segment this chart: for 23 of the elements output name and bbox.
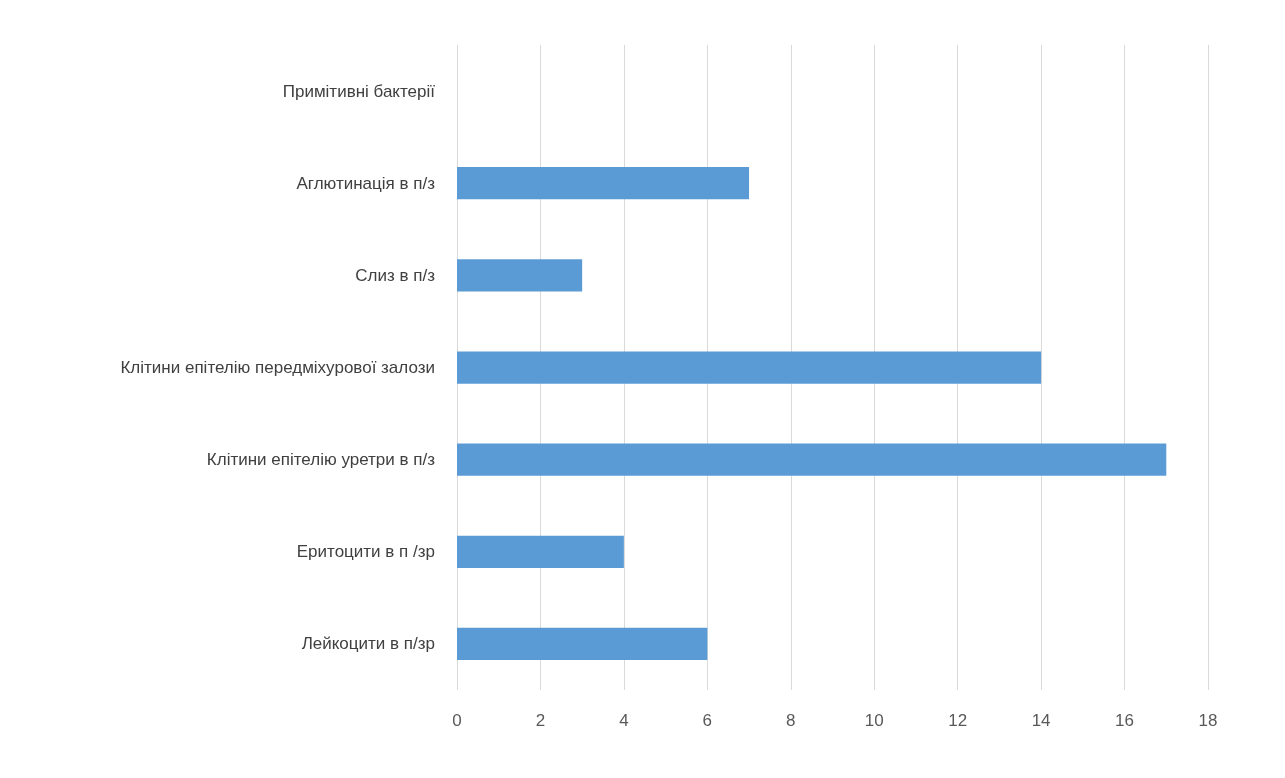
bar xyxy=(457,259,583,292)
x-tick-label: 14 xyxy=(1031,711,1051,730)
y-tick-label: Слиз в п/з xyxy=(355,265,436,285)
x-tick-label: 18 xyxy=(1198,711,1218,730)
y-tick-label: Примітивні бактерії xyxy=(282,81,436,101)
bar xyxy=(457,443,1167,476)
x-tick-label: 6 xyxy=(702,711,713,730)
x-tick-label: 10 xyxy=(864,711,884,730)
x-tick-label: 0 xyxy=(452,711,462,730)
x-tick-label: 2 xyxy=(535,711,546,730)
y-tick-label: Клітини епітелію уретри в п/з xyxy=(206,450,436,470)
x-tick-label: 4 xyxy=(619,711,629,730)
x-tick-label: 12 xyxy=(948,711,968,730)
y-tick-label: Еритоцити в п /зр xyxy=(296,542,435,562)
x-tick-label: 16 xyxy=(1115,711,1135,730)
bar xyxy=(457,535,624,568)
y-tick-label: Лейкоцити в п/зр xyxy=(301,634,435,654)
bar xyxy=(457,167,750,200)
y-tick-label: Клітини епітелію передміхурової залози xyxy=(120,358,435,377)
x-tick-label: 8 xyxy=(786,711,796,730)
bar xyxy=(457,627,708,661)
bar xyxy=(457,351,1042,384)
y-tick-label: Аглютинація в п/з xyxy=(296,173,436,193)
